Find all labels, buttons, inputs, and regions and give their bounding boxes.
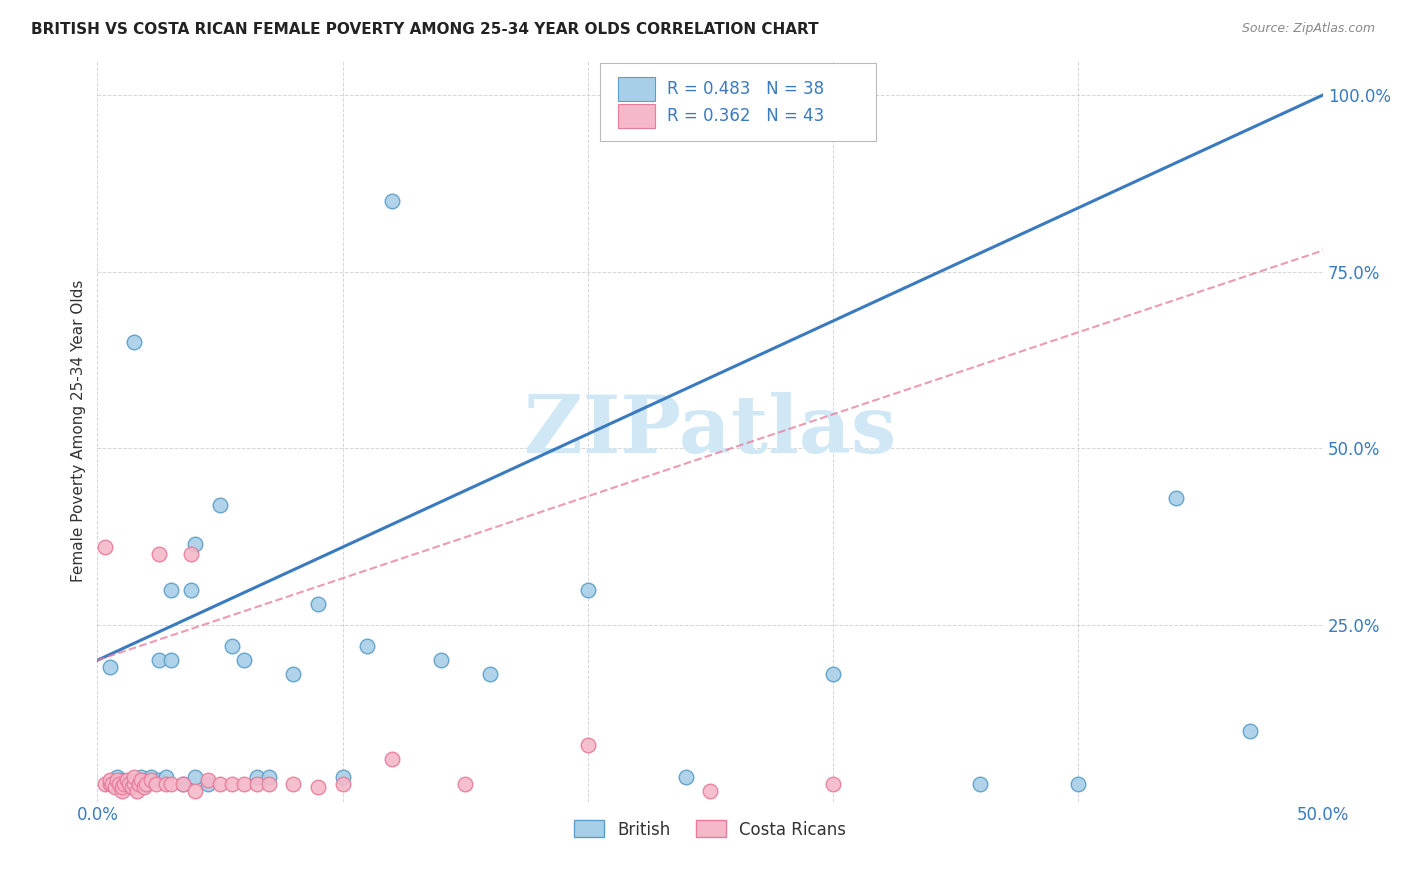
Point xyxy=(208,498,231,512)
Point xyxy=(821,667,844,681)
Text: ZIPatlas: ZIPatlas xyxy=(524,392,897,469)
Point xyxy=(356,639,378,653)
Point xyxy=(197,773,219,788)
Point xyxy=(821,777,844,791)
Point xyxy=(233,653,256,667)
Point xyxy=(115,780,138,795)
Point xyxy=(675,770,697,784)
Point xyxy=(454,777,477,791)
Legend: British, Costa Ricans: British, Costa Ricans xyxy=(568,814,853,846)
Point xyxy=(118,777,141,791)
Point xyxy=(699,784,721,798)
Point xyxy=(135,777,157,791)
Point xyxy=(111,780,134,795)
Point xyxy=(478,667,501,681)
Point xyxy=(111,773,134,788)
Point xyxy=(131,770,153,784)
Point xyxy=(93,777,115,791)
Point xyxy=(105,773,128,788)
Point xyxy=(148,547,170,561)
Point xyxy=(108,777,131,791)
Point xyxy=(122,335,145,350)
Point xyxy=(122,770,145,784)
Point xyxy=(98,660,121,674)
Point xyxy=(332,770,354,784)
FancyBboxPatch shape xyxy=(619,78,655,101)
Text: R = 0.362   N = 43: R = 0.362 N = 43 xyxy=(668,107,824,125)
Point xyxy=(179,582,201,597)
Point xyxy=(283,667,305,681)
Point xyxy=(184,536,207,550)
Point xyxy=(257,777,280,791)
Point xyxy=(184,770,207,784)
Point xyxy=(233,777,256,791)
FancyBboxPatch shape xyxy=(619,104,655,128)
Point xyxy=(105,770,128,784)
Point xyxy=(160,653,183,667)
Point xyxy=(128,777,150,791)
Point xyxy=(121,780,143,795)
Point xyxy=(101,777,124,791)
Point xyxy=(125,784,148,798)
Point xyxy=(155,777,177,791)
Point xyxy=(1164,491,1187,505)
Point xyxy=(135,777,157,791)
Text: BRITISH VS COSTA RICAN FEMALE POVERTY AMONG 25-34 YEAR OLDS CORRELATION CHART: BRITISH VS COSTA RICAN FEMALE POVERTY AM… xyxy=(31,22,818,37)
Point xyxy=(160,777,183,791)
Point xyxy=(257,770,280,784)
Point xyxy=(307,780,329,795)
Point xyxy=(221,777,243,791)
Point xyxy=(148,653,170,667)
Point xyxy=(111,784,134,798)
Point xyxy=(1239,723,1261,738)
Point xyxy=(131,773,153,788)
Point xyxy=(103,780,125,795)
Point xyxy=(184,784,207,798)
Point xyxy=(141,770,163,784)
Point xyxy=(246,777,269,791)
Point xyxy=(93,540,115,554)
Point xyxy=(98,773,121,788)
Point xyxy=(283,777,305,791)
Point xyxy=(332,777,354,791)
Point xyxy=(380,194,402,208)
Point xyxy=(1067,777,1090,791)
Point xyxy=(208,777,231,791)
Point xyxy=(148,773,170,788)
Point xyxy=(160,582,183,597)
Point xyxy=(576,738,599,752)
Point xyxy=(221,639,243,653)
Text: Source: ZipAtlas.com: Source: ZipAtlas.com xyxy=(1241,22,1375,36)
Point xyxy=(246,770,269,784)
Point xyxy=(429,653,451,667)
Point xyxy=(98,777,121,791)
Y-axis label: Female Poverty Among 25-34 Year Olds: Female Poverty Among 25-34 Year Olds xyxy=(72,279,86,582)
FancyBboxPatch shape xyxy=(600,63,876,141)
Point xyxy=(112,777,135,791)
Point xyxy=(122,777,145,791)
Point xyxy=(172,777,194,791)
Point xyxy=(969,777,991,791)
Point xyxy=(197,777,219,791)
Point xyxy=(576,582,599,597)
Point xyxy=(380,752,402,766)
Text: R = 0.483   N = 38: R = 0.483 N = 38 xyxy=(668,80,824,98)
Point xyxy=(115,773,138,788)
Point xyxy=(141,773,163,788)
Point xyxy=(145,777,167,791)
Point xyxy=(179,547,201,561)
Point xyxy=(155,770,177,784)
Point xyxy=(307,597,329,611)
Point xyxy=(122,777,145,791)
Point xyxy=(132,780,155,795)
Point xyxy=(172,777,194,791)
